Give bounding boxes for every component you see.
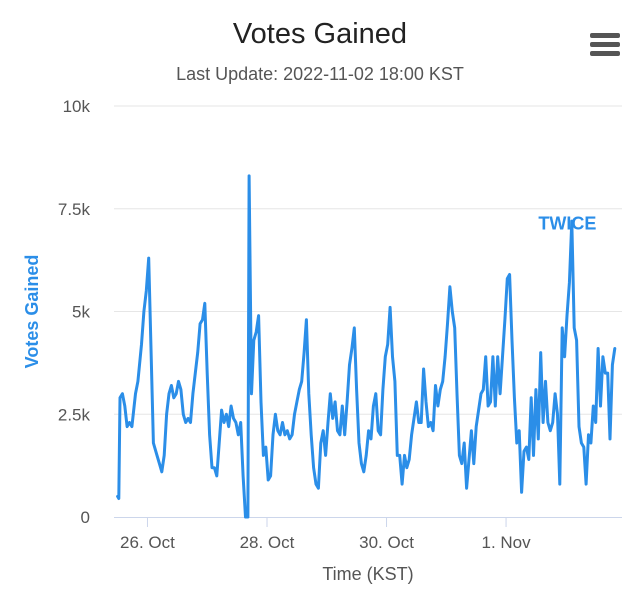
chart-title: Votes Gained [232, 18, 408, 50]
x-tick-label: 30. Oct [359, 533, 414, 552]
x-axis-title: Time (KST) [322, 564, 413, 584]
y-tick-label: 5k [72, 303, 90, 322]
x-tick-label: 1. Nov [481, 533, 531, 552]
y-tick-label: 7.5k [58, 200, 91, 219]
y-axis-title: Votes Gained [22, 255, 42, 369]
chart-subtitle: Last Update: 2022-11-02 18:00 KST [176, 64, 464, 84]
x-tick-label: 26. Oct [120, 533, 175, 552]
series-label-twice: TWICE [538, 213, 596, 233]
y-tick-label: 2.5k [58, 405, 91, 424]
y-axis: 0 2.5k 5k 7.5k 10k [58, 97, 91, 527]
x-tick-label: 28. Oct [240, 533, 295, 552]
y-tick-label: 10k [63, 97, 91, 116]
hamburger-menu-icon[interactable] [590, 33, 620, 59]
series-line-twice[interactable] [116, 174, 617, 519]
menu-bar-top [590, 33, 620, 38]
series-group [116, 174, 617, 519]
menu-bar-bottom [590, 51, 620, 56]
menu-bar-middle [590, 42, 620, 47]
grid-lines [114, 105, 622, 415]
y-tick-label: 0 [81, 508, 90, 527]
x-axis: 26. Oct 28. Oct 30. Oct 1. Nov [114, 517, 622, 552]
